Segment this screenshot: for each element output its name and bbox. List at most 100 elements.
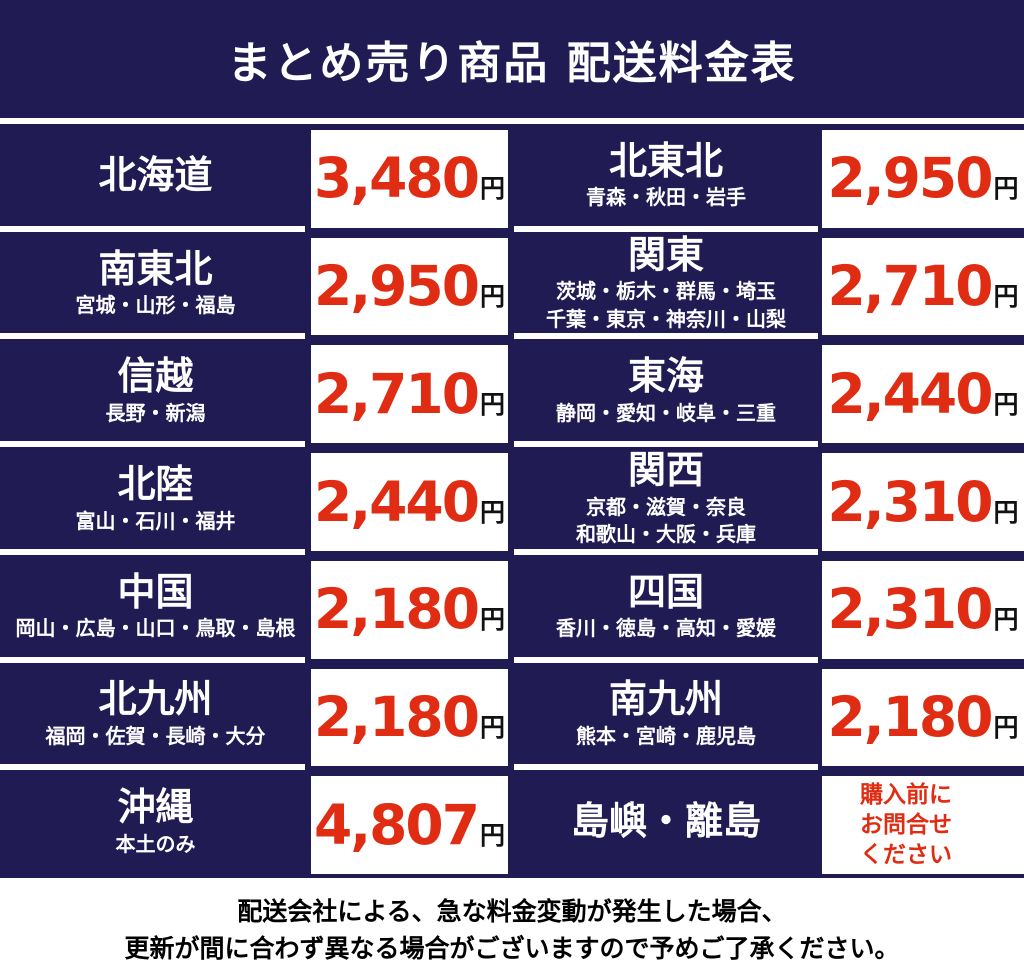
price-value: 2,950 — [827, 146, 994, 211]
region-cell-hokuriku: 北陸 富山・石川・福井 — [0, 447, 311, 555]
region-cell-shinetsu: 信越 長野・新潟 — [0, 339, 311, 448]
region-name: 東海 — [627, 354, 704, 399]
price-unit: 円 — [993, 497, 1019, 527]
region-name: 北陸 — [117, 462, 194, 507]
price: 3,480 円 — [314, 151, 505, 206]
region-prefectures: 茨城・栃木・群馬・埼玉 — [556, 279, 776, 304]
region-cell-shikoku: 四国 香川・徳島・高知・愛媛 — [514, 555, 818, 663]
price-box: 2,950 円 — [822, 130, 1024, 228]
price: 2,950 円 — [828, 151, 1019, 206]
region-name: 島嶼・離島 — [570, 798, 761, 843]
table-row: 沖縄 本土のみ 4,807 円 島嶼・離島 購入前に — [0, 770, 1024, 878]
region-name: 中国 — [117, 569, 194, 614]
region-prefectures: 岡山・広島・山口・鳥取・島根 — [15, 616, 296, 641]
price-box: 2,180 円 — [311, 560, 508, 659]
price: 2,310 円 — [828, 474, 1019, 530]
region-cell-hokkaido: 北海道 — [0, 124, 311, 232]
price-value: 2,180 — [314, 684, 480, 749]
region-cell-okinawa: 沖縄 本土のみ — [0, 770, 311, 878]
price-box: 2,440 円 — [822, 345, 1024, 444]
footer-disclaimer: 配送会社による、急な料金変動が発生した場合、 更新が間に合わず異なる場合がござい… — [0, 878, 1024, 980]
footer-line-2: 更新が間に合わず異なる場合がございますので予めご了承ください。 — [124, 934, 900, 963]
price: 2,440 円 — [314, 474, 505, 530]
price: 2,710 円 — [828, 259, 1019, 314]
region-name: 北海道 — [98, 152, 213, 197]
price-box: 2,710 円 — [822, 237, 1024, 336]
region-name: 南九州 — [608, 677, 723, 722]
region-cell-kanto: 関東 茨城・栃木・群馬・埼玉 千葉・東京・神奈川・山梨 — [514, 232, 818, 340]
region-prefectures: 長野・新潟 — [105, 400, 206, 425]
region-prefectures: 京都・滋賀・奈良 — [586, 494, 746, 519]
region-name: 北九州 — [98, 677, 213, 722]
price-unit: 円 — [479, 282, 505, 312]
table-row: 南東北 宮城・山形・福島 2,950 円 関東 茨城・栃木・群馬・埼玉 千葉・東… — [0, 232, 1024, 340]
contact-note-line: お問合せ — [860, 812, 952, 839]
table-row: 北陸 富山・石川・福井 2,440 円 関西 京都・滋賀・奈良 和歌山・大阪・兵… — [0, 447, 1024, 555]
region-cell-kitatohoku: 北東北 青森・秋田・岩手 — [514, 124, 818, 232]
price-box: 2,310 円 — [822, 453, 1024, 551]
contact-note-box: 購入前に お問合せ ください — [822, 776, 1024, 875]
price-unit: 円 — [479, 497, 505, 527]
price-unit: 円 — [993, 282, 1019, 312]
region-cell-tokai: 東海 静岡・愛知・岐阜・三重 — [514, 339, 818, 448]
region-name: 南東北 — [98, 246, 213, 291]
price-value: 4,807 — [314, 792, 480, 857]
region-name: 信越 — [117, 354, 194, 399]
row-divider — [0, 764, 305, 771]
price: 2,180 円 — [314, 582, 505, 637]
row-divider — [514, 441, 818, 448]
region-cell-chugoku: 中国 岡山・広島・山口・鳥取・島根 — [0, 555, 311, 663]
region-cell-kitakyushu: 北九州 福岡・佐賀・長崎・大分 — [0, 663, 311, 771]
row-divider — [0, 333, 305, 340]
region-name: 関西 — [627, 448, 704, 493]
price-value: 2,950 — [314, 254, 480, 319]
table-row: 中国 岡山・広島・山口・鳥取・島根 2,180 円 四国 香川・徳島・高知・愛媛 — [0, 555, 1024, 663]
price-value: 3,480 — [314, 146, 480, 211]
region-prefectures: 福岡・佐賀・長崎・大分 — [45, 724, 266, 749]
contact-note-line: 購入前に — [860, 782, 952, 809]
region-name: 関東 — [627, 232, 704, 277]
price-unit: 円 — [993, 712, 1019, 742]
price-value: 2,440 — [827, 361, 994, 426]
region-prefectures: 宮城・山形・福島 — [75, 293, 236, 318]
price-value: 2,710 — [827, 254, 994, 319]
region-name: 四国 — [627, 569, 704, 614]
region-prefectures: 香川・徳島・高知・愛媛 — [556, 616, 776, 641]
price: 4,807 円 — [314, 792, 505, 857]
price-box: 2,310 円 — [822, 560, 1024, 659]
table-row: 信越 長野・新潟 2,710 円 東海 静岡・愛知・岐阜・三重 — [0, 339, 1024, 448]
price-box: 2,440 円 — [311, 453, 508, 551]
price-box: 2,180 円 — [311, 668, 508, 767]
price-unit: 円 — [479, 605, 505, 635]
price-box: 2,180 円 — [822, 668, 1024, 767]
row-divider — [0, 441, 305, 448]
price: 2,180 円 — [314, 684, 505, 749]
row-divider — [514, 656, 818, 663]
price-value: 2,180 — [827, 684, 994, 749]
region-prefectures: 青森・秋田・岩手 — [586, 185, 746, 210]
region-name: 北東北 — [608, 138, 723, 183]
region-prefectures: 本土のみ — [115, 831, 196, 856]
price-box: 2,710 円 — [311, 345, 508, 444]
row-divider — [514, 225, 818, 232]
region-prefectures: 熊本・宮崎・鹿児島 — [576, 724, 756, 749]
price-value: 2,180 — [314, 577, 480, 642]
price: 2,180 円 — [827, 684, 1019, 749]
price: 2,310 円 — [828, 582, 1019, 637]
region-prefectures: 千葉・東京・神奈川・山梨 — [546, 306, 786, 331]
price: 2,710 円 — [314, 366, 505, 422]
region-prefectures: 静岡・愛知・岐阜・三重 — [556, 400, 776, 425]
header-divider — [0, 118, 1024, 124]
row-divider — [0, 548, 305, 555]
price-box: 4,807 円 — [311, 776, 508, 875]
price: 2,950 円 — [314, 259, 505, 314]
price-unit: 円 — [993, 605, 1019, 635]
contact-note-line: ください — [860, 842, 952, 869]
row-divider — [0, 656, 305, 663]
price-unit: 円 — [993, 174, 1019, 204]
price-unit: 円 — [479, 820, 505, 850]
price-value: 2,310 — [827, 577, 994, 642]
region-name: 沖縄 — [117, 785, 194, 830]
price-box: 3,480 円 — [311, 130, 508, 228]
